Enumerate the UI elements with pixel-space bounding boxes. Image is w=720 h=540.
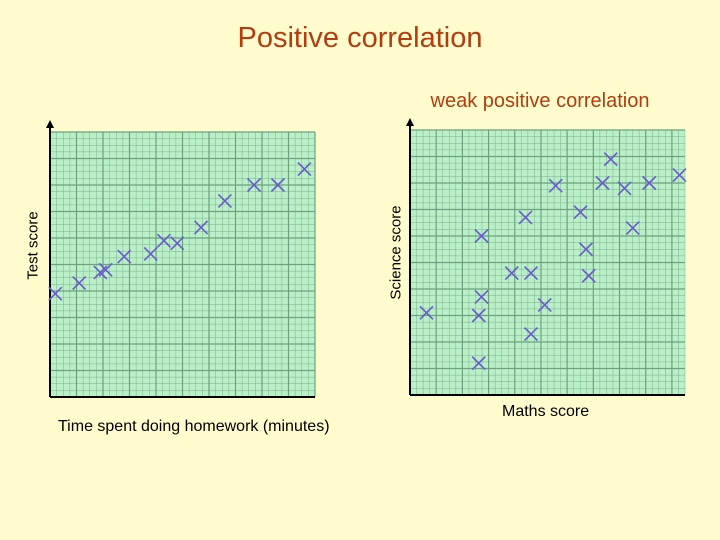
data-point-marker xyxy=(573,205,588,220)
data-point-marker xyxy=(617,181,632,196)
data-point-marker xyxy=(297,162,312,177)
data-point-marker xyxy=(217,193,232,208)
data-point-marker xyxy=(471,356,486,371)
data-point-marker xyxy=(523,266,539,281)
data-point-marker xyxy=(581,268,596,283)
data-point-marker xyxy=(642,175,657,191)
chart-1-y-axis-arrow xyxy=(46,120,54,128)
data-point-marker xyxy=(419,305,434,320)
chart-2-points xyxy=(419,152,687,371)
data-point-marker xyxy=(193,220,209,235)
data-point-marker xyxy=(143,246,158,261)
data-point-marker xyxy=(504,266,519,281)
data-point-marker xyxy=(548,178,563,193)
data-point-marker xyxy=(156,233,172,248)
page-title: Positive correlation xyxy=(237,22,483,54)
data-point-marker xyxy=(518,210,533,225)
data-point-marker xyxy=(625,220,640,236)
chart-1-points xyxy=(48,162,312,301)
data-point-marker xyxy=(537,297,552,312)
data-point-marker xyxy=(246,177,262,193)
data-point-marker xyxy=(471,308,486,323)
chart-2-grid xyxy=(409,129,686,396)
data-point-marker xyxy=(603,152,618,167)
chart-2-y-axis-arrow xyxy=(406,118,414,126)
chart-2-y-axis-label: Science score xyxy=(387,205,405,300)
data-point-marker xyxy=(72,275,87,291)
data-point-marker xyxy=(578,242,594,257)
data-point-marker xyxy=(474,228,489,244)
chart-2-subtitle: weak positive correlation xyxy=(430,90,650,112)
data-point-marker xyxy=(523,326,539,342)
chart-1-y-axis-label: Test score xyxy=(24,211,42,280)
data-point-marker xyxy=(474,289,489,305)
data-point-marker xyxy=(170,236,185,251)
data-point-marker xyxy=(117,249,132,264)
chart-1-x-axis-label: Time spent doing homework (minutes) xyxy=(58,418,330,435)
data-point-marker xyxy=(595,175,610,191)
data-point-marker xyxy=(48,286,63,301)
data-point-marker xyxy=(672,167,687,183)
chart-1-grid xyxy=(49,131,316,398)
data-point-marker xyxy=(270,177,285,193)
chart-2-x-axis-label: Maths score xyxy=(502,403,590,420)
chart-2-science-vs-maths xyxy=(406,118,687,396)
data-point-marker xyxy=(98,262,113,277)
chart-1-test-score-vs-homework xyxy=(46,120,316,398)
